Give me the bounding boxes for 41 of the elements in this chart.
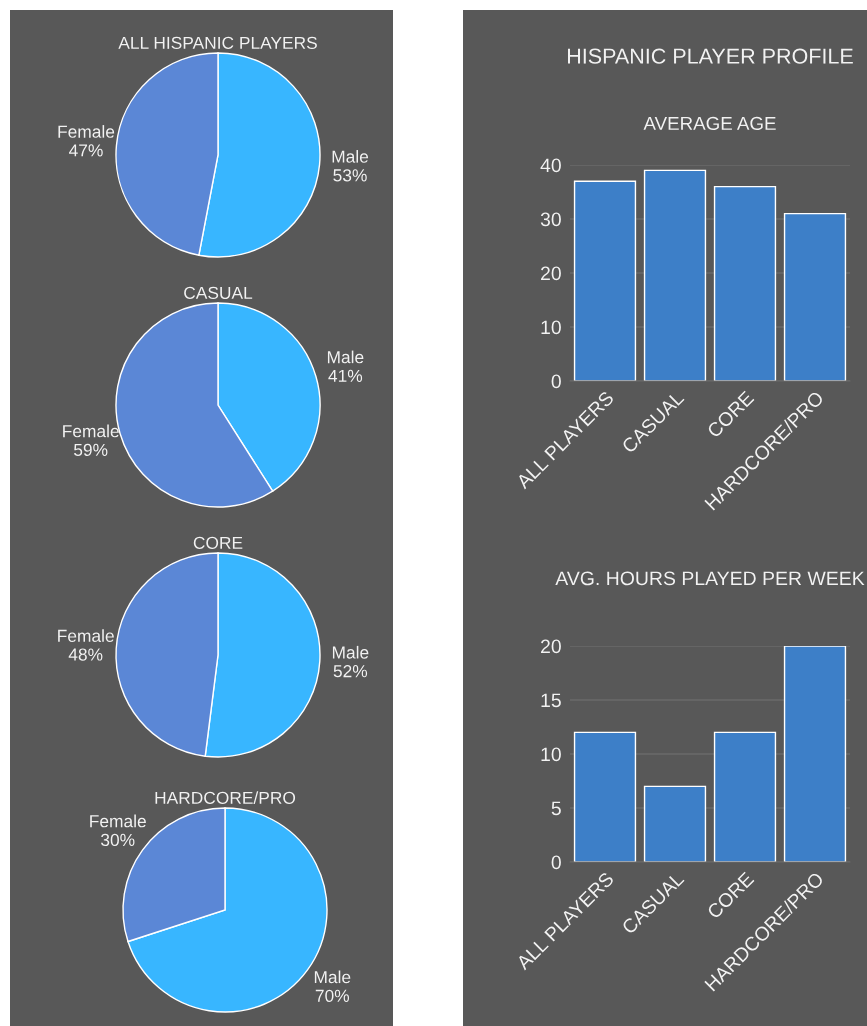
data-label: 52% bbox=[333, 665, 368, 678]
bar bbox=[783, 646, 847, 862]
bar bbox=[713, 731, 777, 862]
y-tick-label: 10 bbox=[541, 747, 561, 762]
y-tick-label: 30 bbox=[540, 212, 561, 227]
data-label: 47% bbox=[69, 144, 103, 157]
bar bbox=[783, 212, 847, 381]
bar bbox=[643, 785, 707, 862]
chart-title: HARDCORE/PRO bbox=[155, 791, 296, 804]
data-label: 70% bbox=[315, 989, 350, 1002]
slice-label: Male bbox=[327, 350, 364, 364]
slice-label: Female bbox=[90, 814, 146, 828]
chart-title: ALL HISPANIC PLAYERS bbox=[118, 36, 317, 49]
slice-label: Male bbox=[314, 970, 351, 984]
y-tick-label: 15 bbox=[541, 693, 561, 708]
y-tick-label: 5 bbox=[551, 801, 561, 816]
slice-label: Female bbox=[58, 629, 114, 642]
bar bbox=[573, 731, 637, 862]
chart-title: CASUAL bbox=[184, 286, 253, 299]
y-tick-label: 20 bbox=[541, 266, 561, 281]
chart-title: CORE bbox=[193, 536, 243, 549]
bar bbox=[573, 180, 637, 381]
data-label: 59% bbox=[73, 443, 108, 456]
data-label: 41% bbox=[328, 369, 363, 382]
slice-label: Female bbox=[58, 125, 115, 138]
y-tick-label: 10 bbox=[541, 320, 561, 335]
data-label: 48% bbox=[68, 648, 103, 661]
bar bbox=[713, 185, 777, 381]
slice-label: Female bbox=[63, 424, 119, 438]
y-tick-label: 20 bbox=[541, 639, 561, 654]
slice-label: Male bbox=[332, 150, 369, 163]
y-tick-label: 0 bbox=[551, 374, 561, 389]
bar bbox=[643, 169, 707, 381]
y-tick-label: 0 bbox=[551, 855, 561, 870]
data-label: 53% bbox=[333, 169, 367, 182]
data-label: 30% bbox=[101, 833, 135, 847]
chart-title: AVG. HOURS PLAYED PER WEEK bbox=[555, 571, 865, 586]
chart-subtitle: AVERAGE AGE bbox=[643, 116, 776, 131]
y-tick-label: 40 bbox=[540, 158, 561, 173]
chart-title: HISPANIC PLAYER PROFILE bbox=[568, 48, 853, 64]
slice-label: Male bbox=[332, 645, 369, 659]
